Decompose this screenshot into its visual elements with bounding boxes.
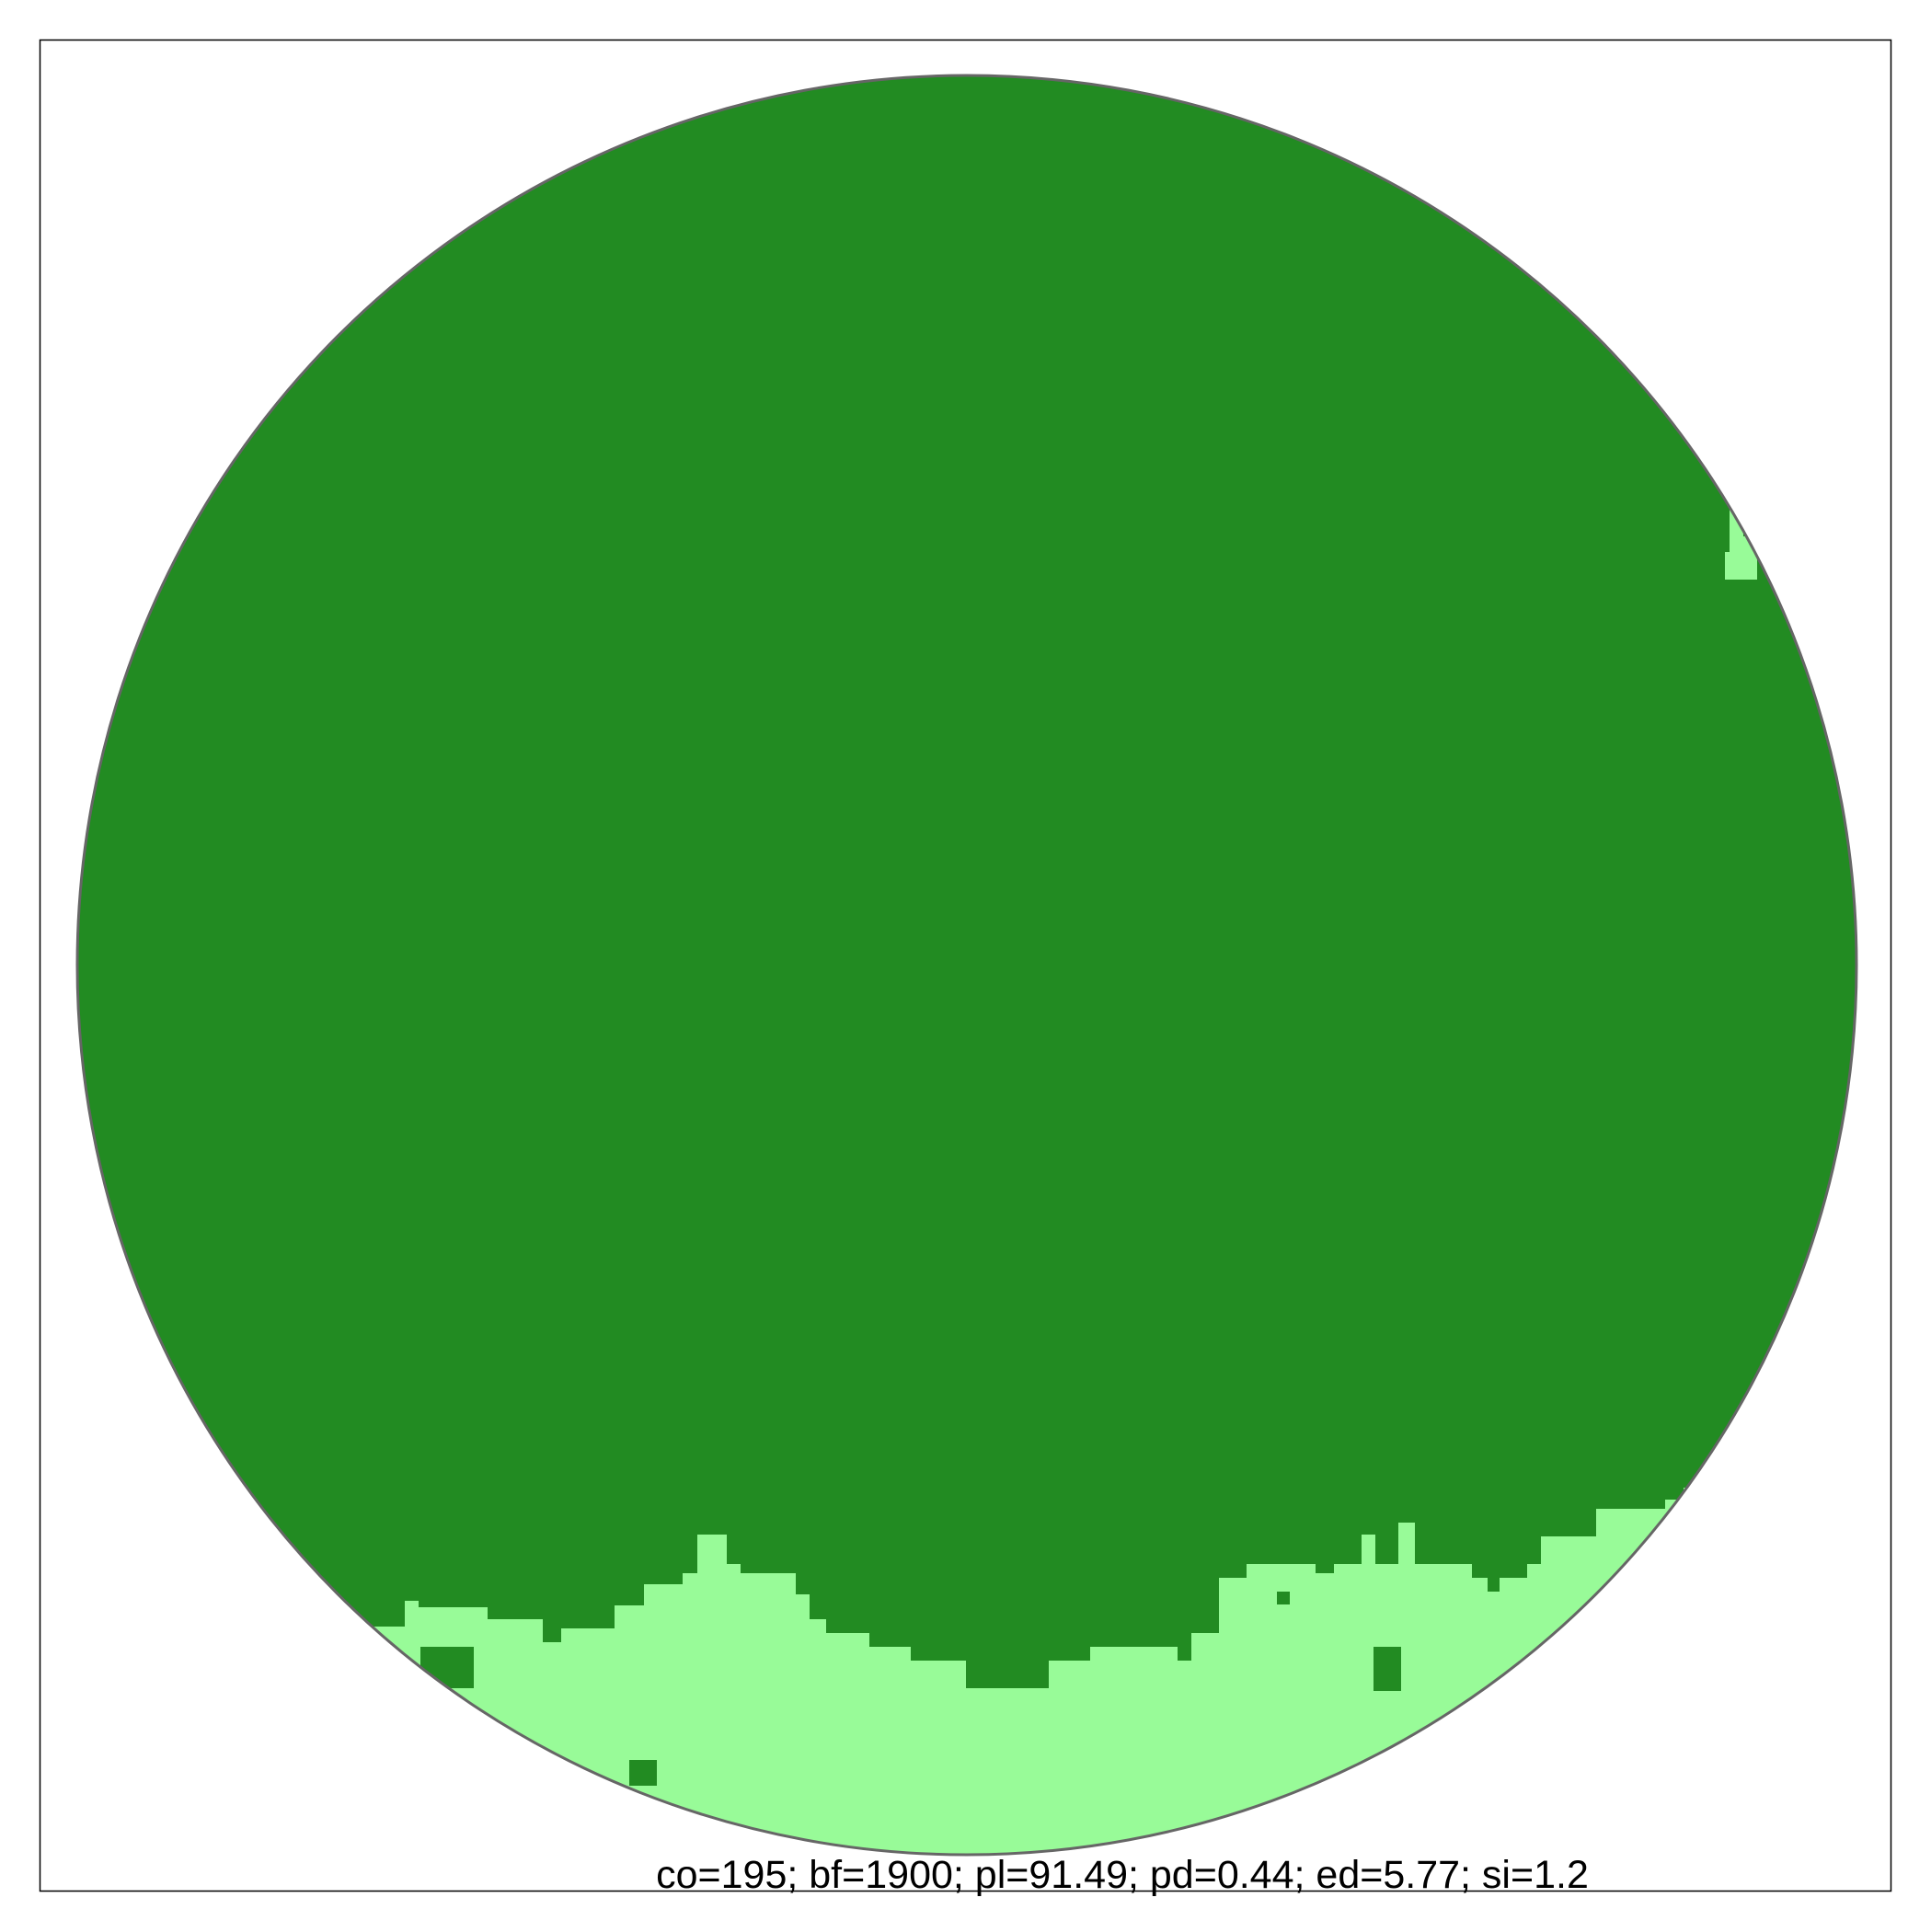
forest-patch-bottom-right bbox=[1374, 1647, 1401, 1691]
forest-patch-small bbox=[1277, 1592, 1290, 1604]
figure-caption: co=195; bf=1900; pl=91.49; pd=0.44; ed=5… bbox=[656, 1853, 1589, 1897]
disc-boundary bbox=[75, 74, 1858, 1857]
forest-patch-bottom bbox=[629, 1760, 657, 1786]
plot-frame bbox=[39, 39, 1892, 1892]
forest-patch-bottom-left bbox=[420, 1647, 474, 1688]
landscape-disc bbox=[77, 75, 1856, 1855]
open-area-right-edge bbox=[1725, 506, 1757, 580]
